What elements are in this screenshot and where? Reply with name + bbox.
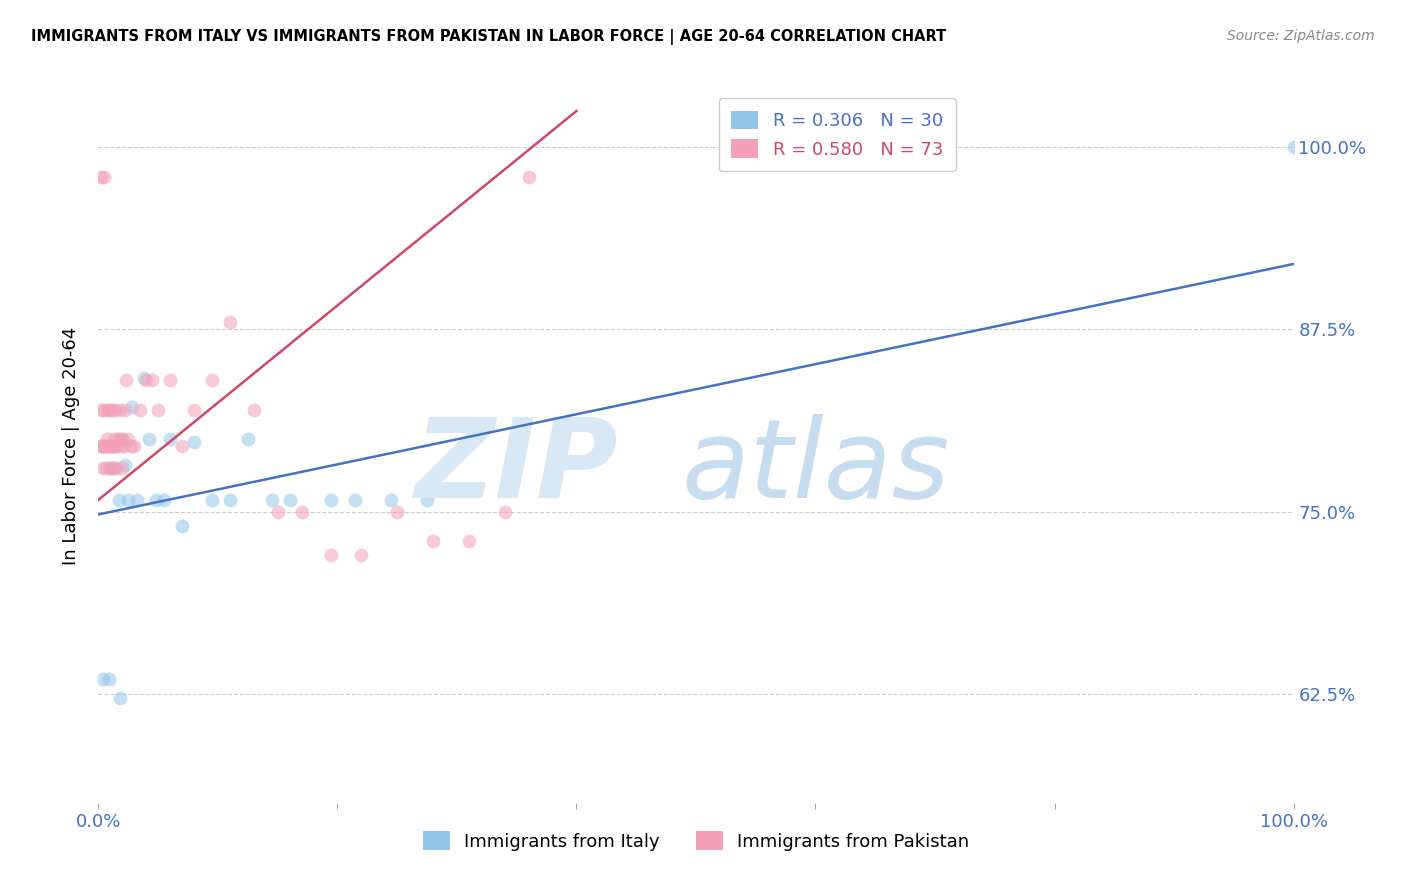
Point — [517, 169, 540, 184]
Point — [94, 439, 117, 453]
Point — [117, 492, 139, 507]
Point — [112, 439, 135, 453]
Point — [90, 169, 112, 184]
Point — [172, 519, 194, 533]
Point — [101, 439, 124, 453]
Point — [100, 402, 122, 417]
Point — [96, 439, 118, 453]
Point — [105, 439, 128, 453]
Point — [129, 402, 152, 417]
Point — [385, 504, 409, 518]
Point — [97, 439, 120, 453]
Point — [145, 492, 167, 507]
Point — [110, 439, 132, 453]
Point — [132, 370, 155, 384]
Point — [201, 492, 224, 507]
Point — [96, 814, 118, 829]
Text: ZIP: ZIP — [415, 414, 619, 521]
Point — [219, 315, 242, 329]
Point — [94, 460, 117, 475]
Point — [115, 374, 138, 388]
Point — [103, 432, 125, 446]
Point — [98, 460, 122, 475]
Point — [350, 548, 373, 562]
Point — [321, 548, 343, 562]
Point — [120, 439, 142, 453]
Point — [159, 432, 181, 446]
Point — [91, 402, 114, 417]
Point — [97, 402, 120, 417]
Point — [159, 374, 181, 388]
Point — [114, 402, 136, 417]
Text: IMMIGRANTS FROM ITALY VS IMMIGRANTS FROM PAKISTAN IN LABOR FORCE | AGE 20-64 COR: IMMIGRANTS FROM ITALY VS IMMIGRANTS FROM… — [31, 29, 946, 45]
Point — [291, 504, 314, 518]
Point — [219, 492, 242, 507]
Point — [422, 533, 444, 548]
Point — [98, 814, 122, 829]
Point — [278, 492, 301, 507]
Y-axis label: In Labor Force | Age 20-64: In Labor Force | Age 20-64 — [62, 326, 80, 566]
Point — [183, 434, 205, 449]
Point — [380, 492, 402, 507]
Point — [153, 492, 176, 507]
Point — [124, 439, 146, 453]
Point — [141, 374, 163, 388]
Point — [108, 690, 131, 705]
Point — [121, 400, 143, 414]
Point — [111, 432, 134, 446]
Text: Source: ZipAtlas.com: Source: ZipAtlas.com — [1227, 29, 1375, 43]
Point — [105, 460, 128, 475]
Point — [148, 402, 170, 417]
Point — [111, 460, 134, 475]
Point — [105, 439, 128, 453]
Point — [236, 432, 259, 446]
Point — [458, 533, 481, 548]
Point — [91, 672, 114, 686]
Point — [243, 402, 266, 417]
Point — [101, 439, 124, 453]
Point — [108, 402, 131, 417]
Point — [321, 492, 343, 507]
Point — [114, 458, 136, 472]
Point — [98, 672, 121, 686]
Point — [344, 492, 367, 507]
Legend: Immigrants from Italy, Immigrants from Pakistan: Immigrants from Italy, Immigrants from P… — [415, 824, 977, 858]
Point — [125, 492, 148, 507]
Point — [93, 169, 115, 184]
Point — [267, 504, 290, 518]
Point — [201, 374, 224, 388]
Point — [101, 460, 124, 475]
Point — [183, 402, 205, 417]
Point — [91, 439, 114, 453]
Point — [138, 432, 160, 446]
Point — [1282, 140, 1305, 154]
Point — [96, 432, 118, 446]
Point — [107, 432, 129, 446]
Point — [93, 439, 115, 453]
Point — [103, 460, 125, 475]
Point — [416, 492, 439, 507]
Point — [100, 439, 122, 453]
Point — [494, 504, 516, 518]
Point — [91, 439, 114, 453]
Point — [91, 460, 114, 475]
Point — [260, 492, 283, 507]
Point — [98, 439, 122, 453]
Point — [107, 432, 129, 446]
Point — [107, 492, 129, 507]
Point — [89, 439, 111, 453]
Point — [98, 439, 121, 453]
Text: atlas: atlas — [681, 414, 950, 521]
Point — [104, 402, 127, 417]
Point — [98, 402, 121, 417]
Point — [111, 432, 134, 446]
Point — [135, 374, 157, 388]
Point — [117, 432, 139, 446]
Point — [172, 439, 194, 453]
Point — [93, 402, 115, 417]
Point — [98, 460, 122, 475]
